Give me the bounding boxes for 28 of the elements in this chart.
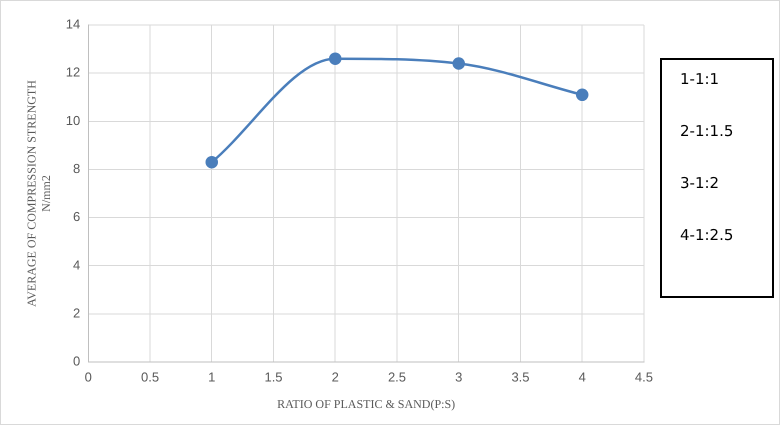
x-axis-title: RATIO OF PLASTIC & SAND(P:S) <box>277 396 456 411</box>
y-tick-label: 4 <box>73 257 80 272</box>
x-tick-label: 4.5 <box>634 369 654 384</box>
y-tick-label: 6 <box>73 209 80 224</box>
point <box>452 57 465 70</box>
x-tick-label: 3 <box>455 369 462 384</box>
x-tick-label: 0 <box>84 369 92 384</box>
y-tick-label: 10 <box>66 112 80 128</box>
x-tick-label: 3.5 <box>511 369 530 384</box>
text: 3-1:2 <box>680 174 720 194</box>
x-tick-label: 2 <box>332 369 339 384</box>
point <box>576 88 588 102</box>
y-tick-label: 2 <box>73 305 80 320</box>
x-tick-label: 1.5 <box>264 369 283 384</box>
x-tick-label: 4 <box>578 369 586 384</box>
y-axis-title: AVERAGE OF COMPRESSION STRENGTH N/mm2 <box>24 80 53 307</box>
point <box>328 52 342 65</box>
y-tick-label: 14 <box>66 16 80 32</box>
point <box>206 156 218 168</box>
y-tick-label: 0 <box>73 354 80 369</box>
x-tick-label: 1 <box>208 369 216 384</box>
text: 2-1:1.5 <box>680 122 734 142</box>
text: 4-1:2.5 <box>680 226 734 246</box>
text: 1-1:1 <box>680 70 720 90</box>
y-tick-label: 12 <box>66 64 80 80</box>
x-tick-label: 2.5 <box>388 369 406 384</box>
y-tick-label: 8 <box>73 161 80 176</box>
x-tick-label: 0.5 <box>140 369 160 384</box>
